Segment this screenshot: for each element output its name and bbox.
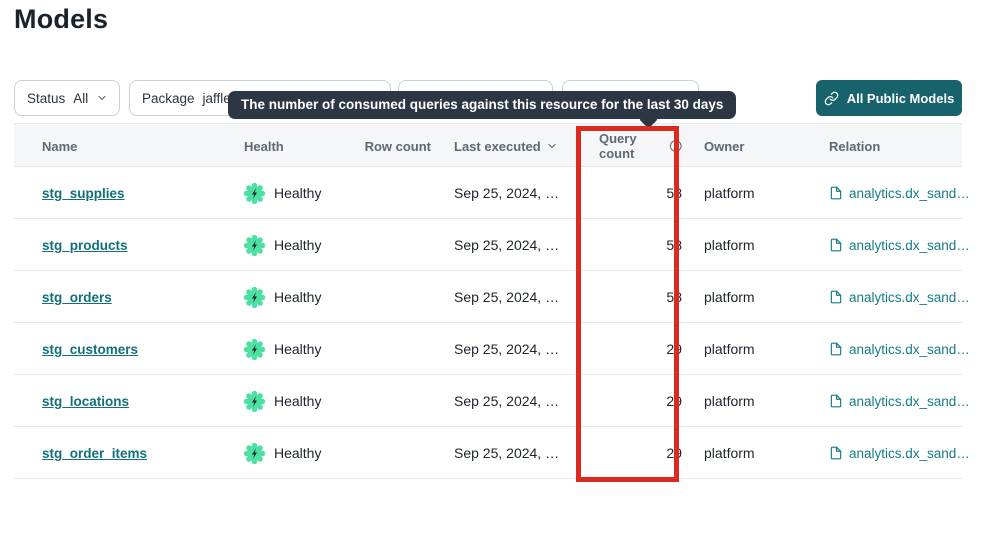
pulse-bolt-glyph [251,395,258,407]
column-header-row-count[interactable]: Row count [364,138,431,154]
relation-link[interactable]: analytics.dx_sand… [849,341,969,357]
row-count-value [364,427,431,479]
package-filter-label: Package [142,90,195,106]
query-count-value: 29 [666,393,682,409]
pulse-bolt-glyph [251,187,258,199]
pulse-bolt-glyph [251,343,258,355]
all-public-models-label: All Public Models [846,90,955,106]
table-row: stg_products Healthy Sep 25, 2024, … 58 … [14,219,969,271]
table-row: stg_supplies Healthy Sep 25, 2024, … 58 … [14,167,969,219]
row-count-value [364,271,431,323]
last-executed-value: Sep 25, 2024, … [454,289,560,305]
document-copy-icon[interactable] [829,186,843,200]
query-count-value: 58 [666,289,682,305]
row-count-value [364,323,431,375]
page-title: Models [14,4,109,34]
relation-link[interactable]: analytics.dx_sand… [849,445,969,461]
query-count-tooltip: The number of consumed queries against t… [228,91,737,119]
healthy-badge-icon [244,182,265,204]
healthy-badge-icon [244,442,265,464]
last-executed-value: Sep 25, 2024, … [454,237,560,253]
pulse-bolt-glyph [251,447,258,459]
relation-link[interactable]: analytics.dx_sand… [849,237,969,253]
sort-chevron-icon[interactable] [546,140,558,152]
column-header-last-executed[interactable]: Last executed [454,124,589,168]
healthy-badge-icon [244,390,265,412]
table-body: stg_supplies Healthy Sep 25, 2024, … 58 … [14,167,969,479]
health-status-text: Healthy [274,237,322,253]
document-copy-icon[interactable] [829,394,843,408]
health-status-text: Healthy [274,341,322,357]
models-table: Name Health Row count Last executed Quer… [14,123,969,479]
document-copy-icon[interactable] [829,446,843,460]
pulse-bolt-glyph [251,291,258,303]
query-count-value: 29 [666,341,682,357]
model-name-link[interactable]: stg_products [42,237,128,253]
table-header-row: Name Health Row count Last executed Quer… [14,123,962,167]
info-icon[interactable] [669,138,682,154]
row-count-value [364,167,431,219]
table-row: stg_order_items Healthy Sep 25, 2024, … … [14,427,969,479]
owner-value: platform [704,445,755,461]
owner-value: platform [704,289,755,305]
query-count-value: 58 [666,185,682,201]
query-count-value: 58 [666,237,682,253]
column-header-owner[interactable]: Owner [704,138,745,154]
status-filter-label: Status [27,90,66,106]
owner-value: platform [704,185,755,201]
last-executed-value: Sep 25, 2024, … [454,185,560,201]
all-public-models-button[interactable]: All Public Models [816,80,962,116]
health-status-text: Healthy [274,393,322,409]
relation-link[interactable]: analytics.dx_sand… [849,393,969,409]
pulse-bolt-glyph [251,239,258,251]
relation-link[interactable]: analytics.dx_sand… [849,289,969,305]
relation-link[interactable]: analytics.dx_sand… [849,185,969,201]
healthy-badge-icon [244,234,265,256]
last-executed-value: Sep 25, 2024, … [454,445,560,461]
column-header-health[interactable]: Health [244,138,284,154]
owner-value: platform [704,237,755,253]
health-status-text: Healthy [274,185,322,201]
last-executed-value: Sep 25, 2024, … [454,341,560,357]
table-row: stg_locations Healthy Sep 25, 2024, … 29… [14,375,969,427]
last-executed-value: Sep 25, 2024, … [454,393,560,409]
row-count-value [364,219,431,271]
healthy-badge-icon [244,286,265,308]
status-filter-value: All [73,90,89,106]
link-icon [824,91,839,105]
document-copy-icon[interactable] [829,238,843,252]
query-count-value: 29 [666,445,682,461]
column-header-query-count[interactable]: Query count [599,124,682,168]
column-header-relation[interactable]: Relation [829,138,881,154]
model-name-link[interactable]: stg_supplies [42,185,125,201]
status-filter[interactable]: Status All [14,80,120,116]
row-count-value [364,375,431,427]
model-name-link[interactable]: stg_orders [42,289,112,305]
model-name-link[interactable]: stg_locations [42,393,130,409]
table-row: stg_orders Healthy Sep 25, 2024, … 58 pl… [14,271,969,323]
owner-value: platform [704,393,755,409]
document-copy-icon[interactable] [829,290,843,304]
chevron-down-icon [98,95,106,101]
health-status-text: Healthy [274,289,322,305]
healthy-badge-icon [244,338,265,360]
column-header-name[interactable]: Name [42,138,78,154]
owner-value: platform [704,341,755,357]
document-copy-icon[interactable] [829,342,843,356]
model-name-link[interactable]: stg_order_items [42,445,148,461]
health-status-text: Healthy [274,445,322,461]
table-row: stg_customers Healthy Sep 25, 2024, … 29… [14,323,969,375]
model-name-link[interactable]: stg_customers [42,341,139,357]
